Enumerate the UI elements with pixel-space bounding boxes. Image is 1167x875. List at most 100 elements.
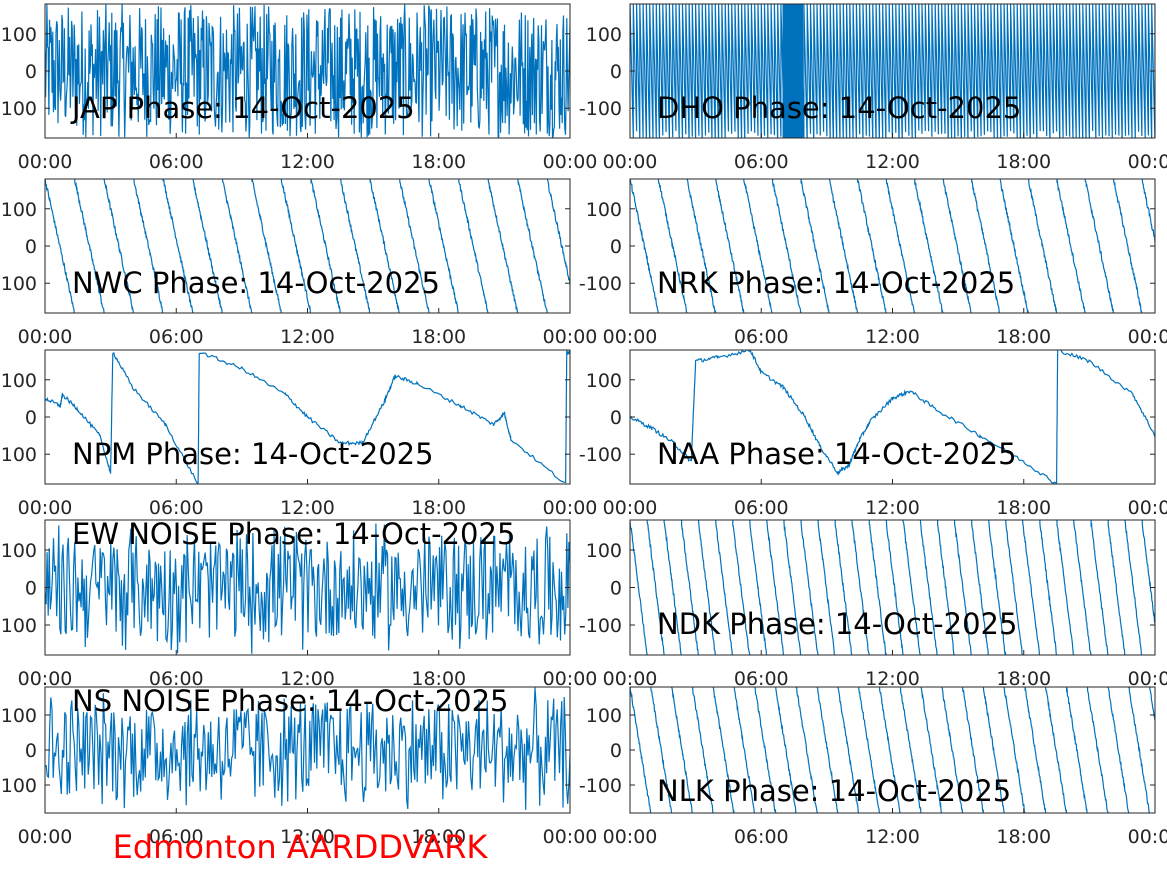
plot-area bbox=[630, 179, 1155, 313]
y-tick-label: 100 bbox=[586, 199, 622, 221]
y-tick-label: -100 bbox=[579, 615, 622, 637]
panel-title: EW NOISE Phase: 14-Oct-2025 bbox=[72, 517, 515, 551]
x-tick-label: 06:00 bbox=[149, 151, 204, 173]
x-tick-label: 18:00 bbox=[996, 668, 1051, 690]
x-tick-label: 00:00 bbox=[603, 497, 658, 519]
phase-series-line bbox=[630, 520, 1155, 655]
phase-series-line bbox=[630, 350, 1155, 484]
x-tick-label: 06:00 bbox=[734, 151, 789, 173]
panel-title: NAA Phase: 14-Oct-2025 bbox=[657, 437, 1017, 471]
panel-title: NLK Phase: 14-Oct-2025 bbox=[657, 774, 1011, 808]
x-tick-label: 00:00 bbox=[1128, 326, 1167, 348]
panels-group: 100 0 -100 00:00 06:00 12:00 18:00 00:00 JAP Pha… bbox=[0, 3, 1167, 848]
plot-area bbox=[630, 350, 1155, 484]
phase-series-line bbox=[45, 179, 570, 313]
y-tick-label: 100 bbox=[586, 370, 622, 392]
x-tick-label: 00:00 bbox=[1128, 497, 1167, 519]
x-tick-label: 12:00 bbox=[280, 668, 335, 690]
footer-station-label: Edmonton AARDDVARK bbox=[113, 828, 489, 866]
panel-10: 100 0 -100 00:00 06:00 12:00 18:00 00:00 NLK Pha… bbox=[579, 686, 1167, 848]
panel-1: 100 0 -100 00:00 06:00 12:00 18:00 00:00 JAP Pha… bbox=[0, 3, 597, 173]
y-tick-label: 0 bbox=[610, 61, 622, 83]
panel-4: 100 0 -100 00:00 06:00 12:00 18:00 00:00 NRK Pha… bbox=[579, 178, 1167, 348]
y-tick-label: 100 bbox=[586, 24, 622, 46]
panel-2: 100 0 -100 00:00 06:00 12:00 18:00 00:00 DHO Pha… bbox=[579, 3, 1167, 173]
panel-title: JAP Phase: 14-Oct-2025 bbox=[70, 91, 415, 125]
panel-3: 100 0 -100 00:00 06:00 12:00 18:00 00:00 NWC Pha… bbox=[0, 178, 598, 348]
x-tick-label: 12:00 bbox=[280, 826, 335, 848]
y-tick-label: 0 bbox=[25, 61, 37, 83]
y-tick-label: -100 bbox=[0, 615, 37, 637]
x-tick-label: 06:00 bbox=[734, 668, 789, 690]
y-tick-label: 0 bbox=[25, 578, 37, 600]
x-tick-label: 00:00 bbox=[603, 668, 658, 690]
x-tick-label: 18:00 bbox=[411, 826, 466, 848]
y-tick-label: 100 bbox=[1, 370, 37, 392]
phase-series-line bbox=[630, 4, 1155, 138]
panel-9: 100 0 -100 00:00 06:00 12:00 18:00 00:00 NS NOIS… bbox=[0, 684, 597, 848]
x-tick-label: 18:00 bbox=[996, 151, 1051, 173]
panel-5: 100 0 -100 00:00 06:00 12:00 18:00 00:00 NPM Pha… bbox=[0, 349, 598, 519]
x-tick-label: 00:00 bbox=[543, 497, 598, 519]
phase-series-line bbox=[630, 179, 1155, 313]
y-tick-label: -100 bbox=[579, 98, 622, 120]
x-tick-label: 06:00 bbox=[149, 326, 204, 348]
x-tick-label: 00:00 bbox=[603, 151, 658, 173]
x-tick-label: 18:00 bbox=[411, 326, 466, 348]
y-tick-label: 0 bbox=[25, 740, 37, 762]
y-tick-label: 100 bbox=[1, 199, 37, 221]
x-tick-label: 00:00 bbox=[18, 326, 73, 348]
y-tick-label: -100 bbox=[579, 273, 622, 295]
x-tick-label: 06:00 bbox=[149, 668, 204, 690]
phase-series-line bbox=[45, 687, 570, 810]
x-tick-label: 00:00 bbox=[543, 326, 598, 348]
x-tick-label: 18:00 bbox=[411, 497, 466, 519]
phase-series-line bbox=[45, 350, 570, 484]
phase-series-line bbox=[630, 687, 1155, 813]
x-tick-label: 00:00 bbox=[18, 668, 73, 690]
x-tick-label: 06:00 bbox=[149, 826, 204, 848]
x-tick-label: 06:00 bbox=[734, 826, 789, 848]
panel-8: 100 0 -100 00:00 06:00 12:00 18:00 00:00 NDK Pha… bbox=[579, 519, 1167, 690]
y-tick-label: -100 bbox=[579, 444, 622, 466]
y-tick-label: 0 bbox=[610, 740, 622, 762]
x-tick-label: 00:00 bbox=[543, 826, 598, 848]
x-tick-label: 18:00 bbox=[996, 826, 1051, 848]
y-tick-label: 100 bbox=[586, 705, 622, 727]
x-tick-label: 12:00 bbox=[280, 326, 335, 348]
y-tick-label: -100 bbox=[579, 775, 622, 797]
x-tick-label: 12:00 bbox=[280, 497, 335, 519]
y-tick-label: 0 bbox=[25, 236, 37, 258]
y-tick-label: 0 bbox=[610, 407, 622, 429]
y-tick-label: 100 bbox=[1, 705, 37, 727]
y-tick-label: -100 bbox=[0, 98, 37, 120]
x-tick-label: 12:00 bbox=[280, 151, 335, 173]
x-tick-label: 12:00 bbox=[865, 497, 920, 519]
x-tick-label: 12:00 bbox=[865, 151, 920, 173]
plot-area bbox=[45, 179, 570, 313]
panel-title: NS NOISE Phase: 14-Oct-2025 bbox=[72, 684, 509, 718]
y-tick-label: 0 bbox=[610, 578, 622, 600]
panel-title: NWC Phase: 14-Oct-2025 bbox=[72, 266, 440, 300]
x-tick-label: 00:00 bbox=[1128, 151, 1167, 173]
x-tick-label: 18:00 bbox=[996, 326, 1051, 348]
x-tick-label: 00:00 bbox=[603, 826, 658, 848]
x-tick-label: 00:00 bbox=[1128, 826, 1167, 848]
plot-area bbox=[630, 687, 1155, 813]
panel-7: 100 0 -100 00:00 06:00 12:00 18:00 00:00 EW NOIS… bbox=[0, 517, 597, 690]
panel-title: DHO Phase: 14-Oct-2025 bbox=[657, 91, 1021, 125]
x-tick-label: 00:00 bbox=[18, 826, 73, 848]
phase-series-line bbox=[45, 523, 570, 654]
y-tick-label: -100 bbox=[0, 444, 37, 466]
x-tick-label: 06:00 bbox=[734, 497, 789, 519]
y-tick-label: 100 bbox=[1, 540, 37, 562]
x-tick-label: 18:00 bbox=[411, 668, 466, 690]
y-tick-label: 100 bbox=[586, 540, 622, 562]
y-tick-label: -100 bbox=[0, 273, 37, 295]
x-tick-label: 06:00 bbox=[734, 326, 789, 348]
x-tick-label: 00:00 bbox=[18, 151, 73, 173]
phase-series-line bbox=[45, 4, 570, 138]
panel-title: NRK Phase: 14-Oct-2025 bbox=[657, 266, 1015, 300]
y-tick-label: 0 bbox=[25, 407, 37, 429]
